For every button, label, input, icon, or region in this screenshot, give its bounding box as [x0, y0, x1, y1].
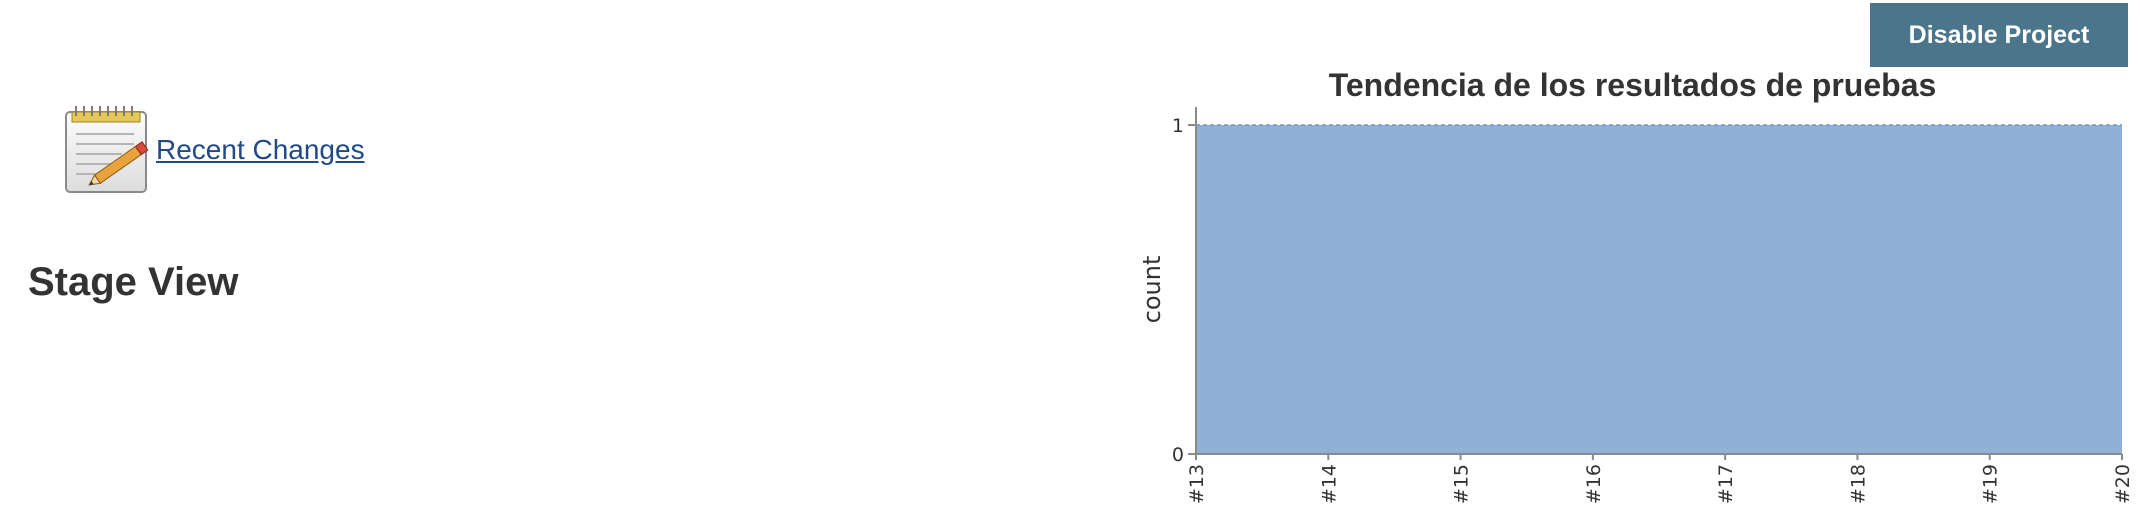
y-tick-label: 0	[1172, 444, 1184, 466]
chart-title: Tendencia de los resultados de pruebas	[1328, 67, 1937, 103]
series-area-fill	[1196, 125, 2122, 454]
x-tick-label: #18	[1847, 464, 1869, 504]
recent-changes-link[interactable]: Recent Changes	[156, 134, 365, 165]
y-tick-label: 1	[1172, 115, 1184, 137]
recent-changes-entry: Recent Changes	[62, 104, 365, 196]
x-tick-label: #16	[1583, 464, 1605, 504]
chart-y-axis-label: count	[1138, 256, 1166, 324]
x-tick-label: #19	[1980, 464, 2002, 504]
chart-y-ticks: 01	[1172, 115, 1196, 466]
x-tick-label: #13	[1186, 464, 1208, 504]
chart-series-area	[1196, 124, 2122, 454]
chart-axes	[1195, 107, 2122, 455]
chart-x-ticks: #13 #14 #15 #16 #17 #18 #19 #20	[1186, 454, 2134, 504]
stage-view-heading: Stage View	[28, 260, 239, 304]
notepad-pencil-icon[interactable]	[62, 104, 156, 196]
x-tick-label: #20	[2112, 464, 2134, 504]
x-tick-label: #14	[1318, 464, 1340, 504]
x-tick-label: #15	[1451, 464, 1473, 504]
disable-project-button[interactable]: Disable Project	[1870, 3, 2128, 67]
x-tick-label: #17	[1715, 464, 1737, 504]
